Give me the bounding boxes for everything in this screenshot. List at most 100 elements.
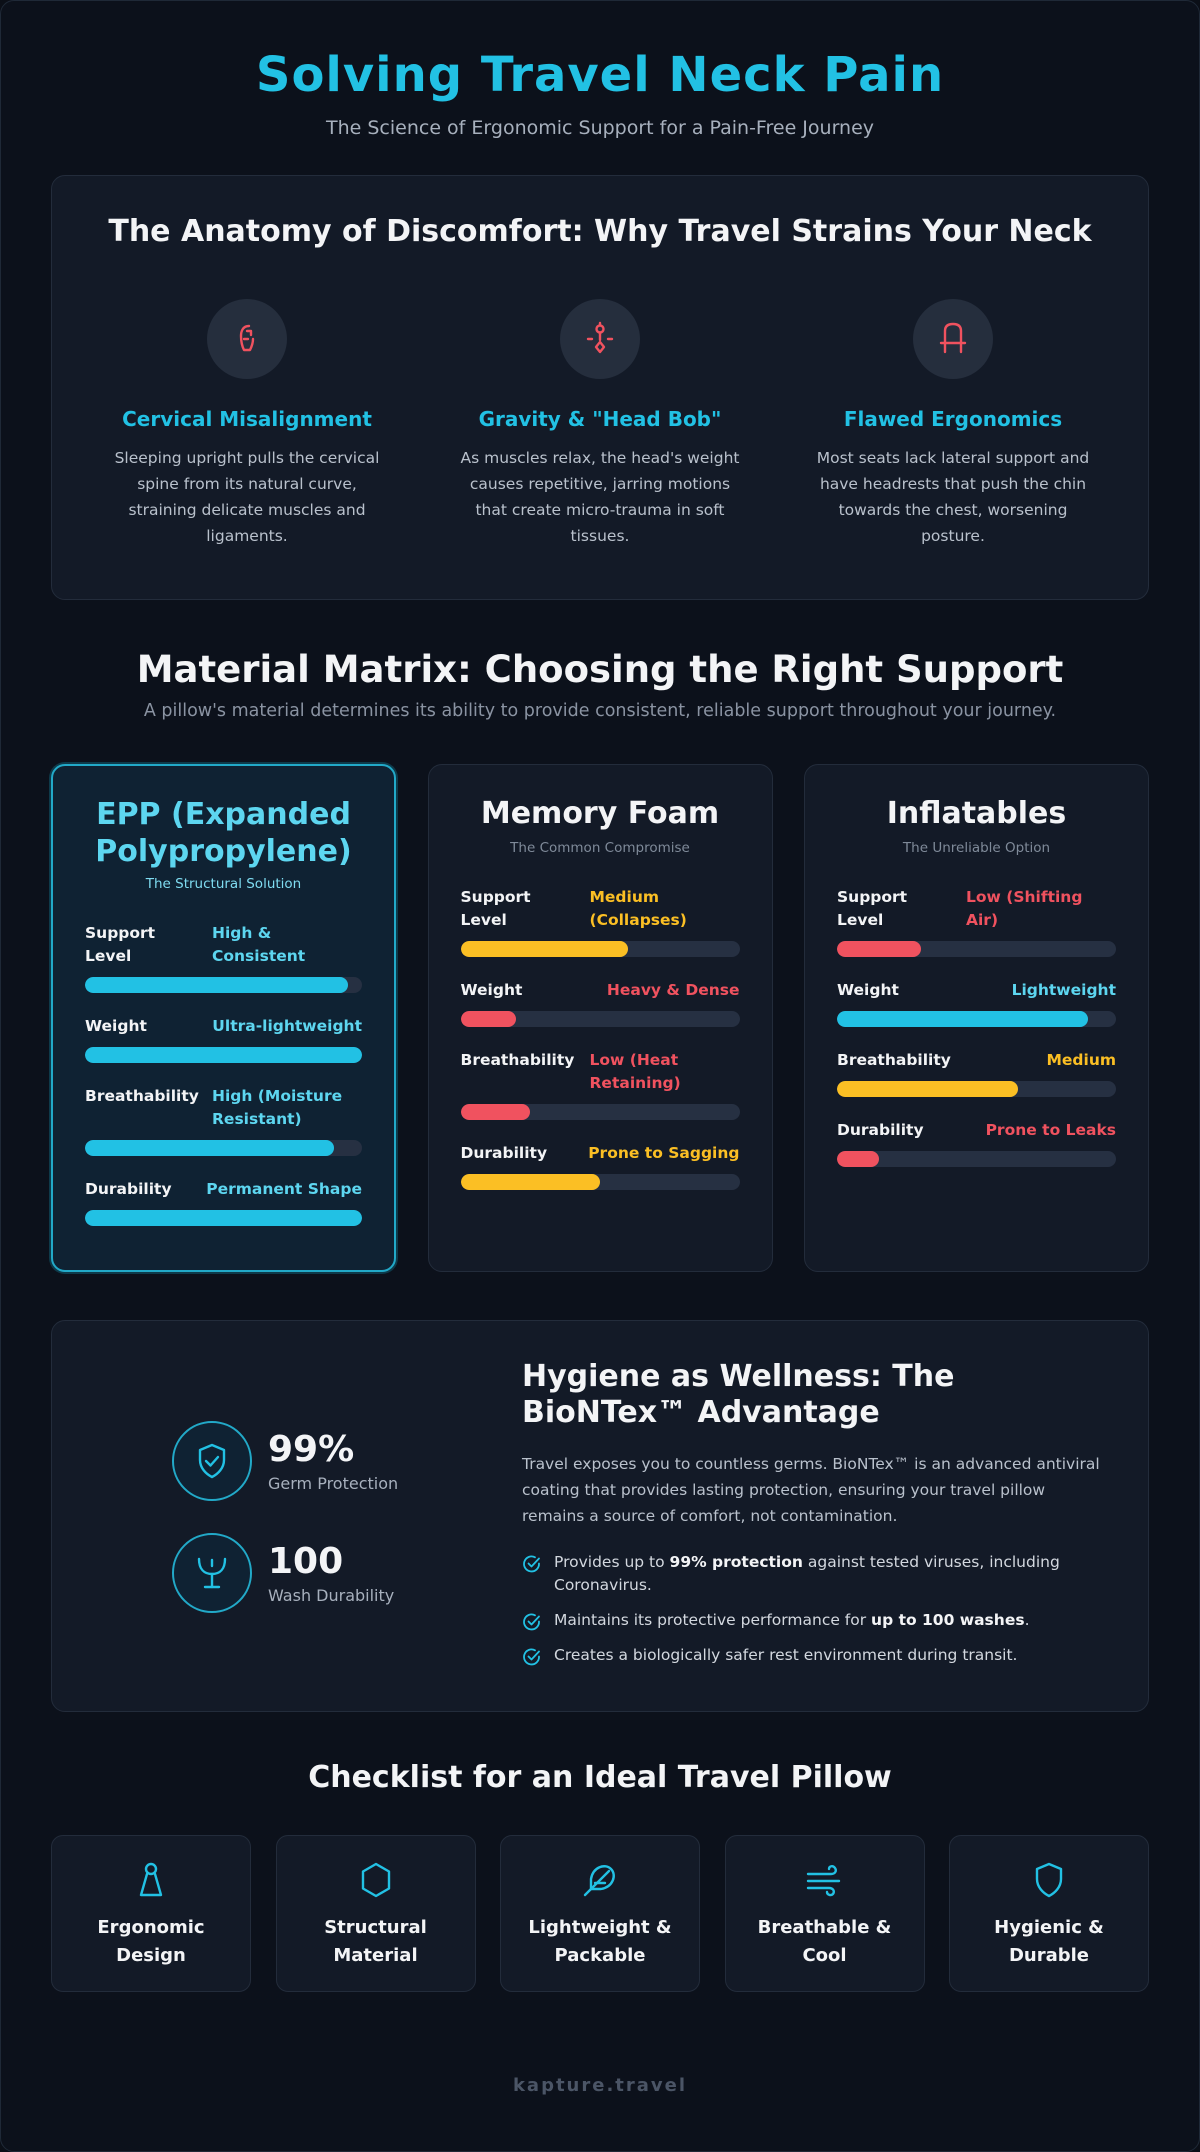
check-post: . <box>1024 1611 1030 1629</box>
attribute-name: Breathability <box>837 1051 951 1069</box>
list-item: Maintains its protective performance for… <box>522 1609 1112 1632</box>
anatomy-item-title: Gravity & "Head Bob" <box>478 407 722 431</box>
attribute-name: Support Level <box>837 888 908 929</box>
anatomy-section: The Anatomy of Discomfort: Why Travel St… <box>51 175 1149 600</box>
attribute-value: Medium <box>1046 1051 1116 1069</box>
card-title: EPP (Expanded Polypropylene) <box>95 797 352 869</box>
stat-germ-protection: 99% Germ Protection <box>172 1421 512 1501</box>
stat-number: 100 <box>268 1540 344 1582</box>
attribute-name: Weight <box>837 981 899 999</box>
stat-wash-durability: 100 Wash Durability <box>172 1533 512 1613</box>
attribute-name: Weight <box>85 1017 147 1035</box>
checklist-item-ergonomic: Ergonomic Design <box>51 1835 251 1992</box>
checklist-item-breathable: Breathable & Cool <box>724 1835 925 1992</box>
material-cards: EPP (Expanded Polypropylene) The Structu… <box>51 764 1149 1272</box>
attribute-bar-fill <box>460 1174 600 1190</box>
attribute-row: Durability Permanent Shape <box>85 1178 362 1226</box>
attribute-bar <box>837 1081 1116 1097</box>
check-bold: 99% protection <box>669 1553 803 1571</box>
check-pre: Provides up to <box>554 1553 670 1571</box>
anatomy-item-cervical: Cervical Misalignment Sleeping upright p… <box>102 299 392 549</box>
attribute-value: Lightweight <box>1011 981 1116 999</box>
attribute-value: Permanent Shape <box>206 1180 362 1198</box>
hygiene-title: Hygiene as Wellness: The BioNTex™ Advant… <box>522 1359 955 1430</box>
check-post: against tested viruses, including Corona… <box>554 1553 1060 1594</box>
checklist-tiles: Ergonomic Design Structural Material Lig… <box>51 1835 1149 1992</box>
hygiene-stats: 99% Germ Protection 100 Wash Durability <box>52 1321 512 1711</box>
card-tag: The Common Compromise <box>510 840 690 856</box>
list-item: Provides up to 99% protection against te… <box>522 1551 1112 1597</box>
attribute-row: Weight Heavy & Dense <box>460 979 740 1027</box>
attribute-row: Weight Ultra-lightweight <box>85 1015 362 1063</box>
attribute-list: Support Level Medium (Collapses) Weight … <box>460 886 740 1190</box>
attribute-value: High (Moisture Resistant) <box>212 1087 343 1128</box>
washbasin-icon <box>172 1533 252 1613</box>
page-subtitle: The Science of Ergonomic Support for a P… <box>325 117 875 139</box>
anatomy-item-title: Cervical Misalignment <box>122 407 372 431</box>
attribute-bar-fill <box>837 1081 1019 1097</box>
anatomy-item-ergonomics: Flawed Ergonomics Most seats lack latera… <box>808 299 1098 549</box>
attribute-bar <box>460 1174 740 1190</box>
attribute-bar-fill <box>460 1011 517 1027</box>
attribute-bar-fill <box>460 941 628 957</box>
attribute-bar <box>837 1011 1116 1027</box>
attribute-row: Support Level Low (Shifting Air) <box>837 886 1116 957</box>
tile-label: Structural Material <box>324 1917 427 1966</box>
anatomy-item-text: Most seats lack lateral support and have… <box>816 449 1090 545</box>
attribute-name: Durability <box>837 1121 924 1139</box>
attribute-bar <box>85 1047 362 1063</box>
stat-label: Wash Durability <box>268 1585 395 1605</box>
feather-icon <box>501 1860 699 1900</box>
stat-number: 99% <box>268 1428 355 1470</box>
material-card-memory-foam: Memory Foam The Common Compromise Suppor… <box>427 764 773 1272</box>
anatomy-item-gravity: Gravity & "Head Bob" As muscles relax, t… <box>455 299 745 549</box>
attribute-bar <box>85 1140 362 1156</box>
checklist-item-structural: Structural Material <box>275 1835 476 1992</box>
wind-icon <box>726 1860 924 1900</box>
attribute-list: Support Level High & Consistent Weight U… <box>85 922 362 1226</box>
attribute-name: Durability <box>460 1144 548 1162</box>
tile-label: Breathable & Cool <box>757 1917 892 1966</box>
hygiene-checklist: Provides up to 99% protection against te… <box>522 1551 1112 1667</box>
attribute-row: Support Level Medium (Collapses) <box>460 886 740 957</box>
check-pre: Creates a biologically safer rest enviro… <box>554 1646 1018 1664</box>
attribute-name: Durability <box>85 1180 172 1198</box>
check-circle-icon <box>523 1555 540 1573</box>
gravity-icon <box>560 299 640 379</box>
anatomy-item-text: Sleeping upright pulls the cervical spin… <box>114 449 380 545</box>
card-tag: The Structural Solution <box>145 876 302 892</box>
check-bold: up to 100 washes <box>871 1611 1025 1629</box>
matrix-subtitle: A pillow's material determines its abili… <box>143 701 1057 721</box>
attribute-value: Heavy & Dense <box>606 981 740 999</box>
attribute-bar-fill <box>837 1151 879 1167</box>
tile-label: Lightweight & Packable <box>528 1917 672 1966</box>
check-circle-icon <box>523 1648 540 1666</box>
attribute-name: Breathability <box>85 1087 199 1105</box>
checklist-item-lightweight: Lightweight & Packable <box>500 1835 700 1992</box>
check-circle-icon <box>523 1613 540 1631</box>
attribute-row: Breathability Medium <box>837 1049 1116 1097</box>
shield-icon <box>950 1860 1148 1900</box>
material-card-inflatables: Inflatables The Unreliable Option Suppor… <box>804 764 1149 1272</box>
tile-label: Ergonomic Design <box>97 1917 205 1966</box>
attribute-bar <box>460 1104 740 1120</box>
checklist-title: Checklist for an Ideal Travel Pillow <box>308 1760 892 1795</box>
attribute-row: Support Level High & Consistent <box>85 922 362 993</box>
ergonomic-person-icon <box>52 1860 250 1900</box>
anatomy-title: The Anatomy of Discomfort: Why Travel St… <box>108 214 1092 249</box>
card-title: Inflatables <box>886 796 1067 831</box>
card-tag: The Unreliable Option <box>902 840 1051 856</box>
attribute-name: Breathability <box>460 1051 575 1069</box>
attribute-bar <box>460 1011 740 1027</box>
stat-label: Germ Protection <box>268 1473 399 1493</box>
tile-label: Hygienic & Durable <box>994 1917 1104 1966</box>
anatomy-item-text: As muscles relax, the head's weight caus… <box>460 449 740 545</box>
attribute-value: Ultra-lightweight <box>212 1017 362 1035</box>
attribute-name: Support Level <box>85 924 156 965</box>
spine-icon <box>207 299 287 379</box>
hexagon-icon <box>277 1860 475 1900</box>
attribute-row: Breathability High (Moisture Resistant) <box>85 1085 362 1156</box>
attribute-bar <box>837 1151 1116 1167</box>
footer-brand: kapture.travel <box>512 2075 688 2096</box>
